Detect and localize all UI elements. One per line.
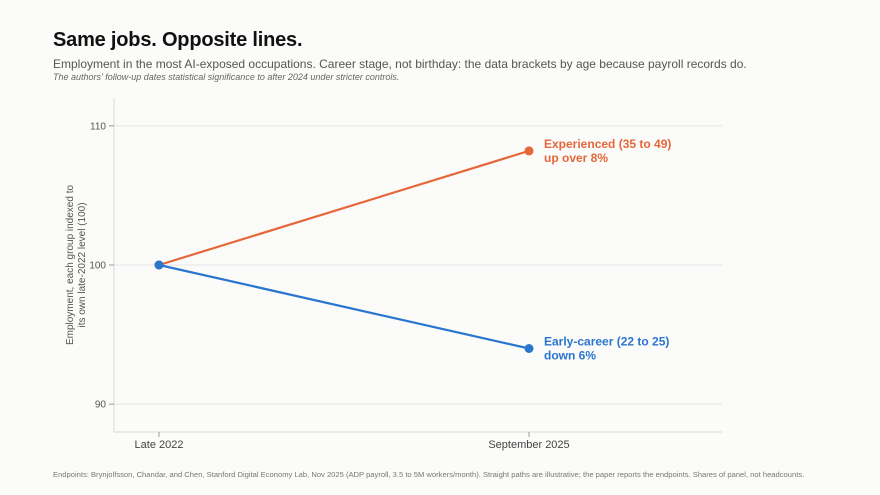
series-point [524, 146, 534, 156]
source-footnote: Endpoints: Brynjolfsson, Chandar, and Ch… [53, 470, 805, 479]
x-tick-label: September 2025 [488, 439, 569, 451]
series-label-line: Early-career (22 to 25) [544, 335, 669, 349]
y-axis-title: Employment, each group indexed toits own… [65, 185, 88, 346]
series-line [158, 263, 530, 350]
series-labels: Experienced (35 to 49) up over 8% Early-ca… [544, 137, 671, 363]
y-tick-label: 100 [89, 261, 106, 272]
y-axis-title-line: its own late-2022 level (100) [77, 202, 88, 327]
series-label: Experienced (35 to 49) up over 8% [544, 137, 671, 165]
y-axis: 90 100 110 [89, 98, 115, 432]
series-label-line: up over 8% [544, 151, 608, 165]
series-line [158, 149, 530, 267]
y-axis-title-line: Employment, each group indexed to [65, 185, 76, 346]
y-axis-label: Employment, each group indexed toits own… [65, 185, 88, 346]
chart-subtitle: Employment in the most AI-exposed occupa… [53, 57, 747, 71]
series-lines [154, 146, 534, 353]
y-tick-label: 90 [95, 400, 107, 411]
chart-title: Same jobs. Opposite lines. [53, 29, 303, 51]
x-tick-label: Late 2022 [135, 439, 184, 451]
series-point [154, 260, 164, 270]
x-axis: Late 2022 September 2025 [114, 431, 722, 451]
series-label: Early-career (22 to 25) down 6% [544, 335, 669, 363]
y-grid [114, 125, 722, 405]
series-label-line: down 6% [544, 349, 596, 363]
series-point [524, 344, 534, 353]
y-tick-label: 110 [90, 121, 106, 132]
chart-note: The authors' follow-up dates statistical… [53, 72, 400, 82]
series-label-line: Experienced (35 to 49) [544, 137, 671, 151]
